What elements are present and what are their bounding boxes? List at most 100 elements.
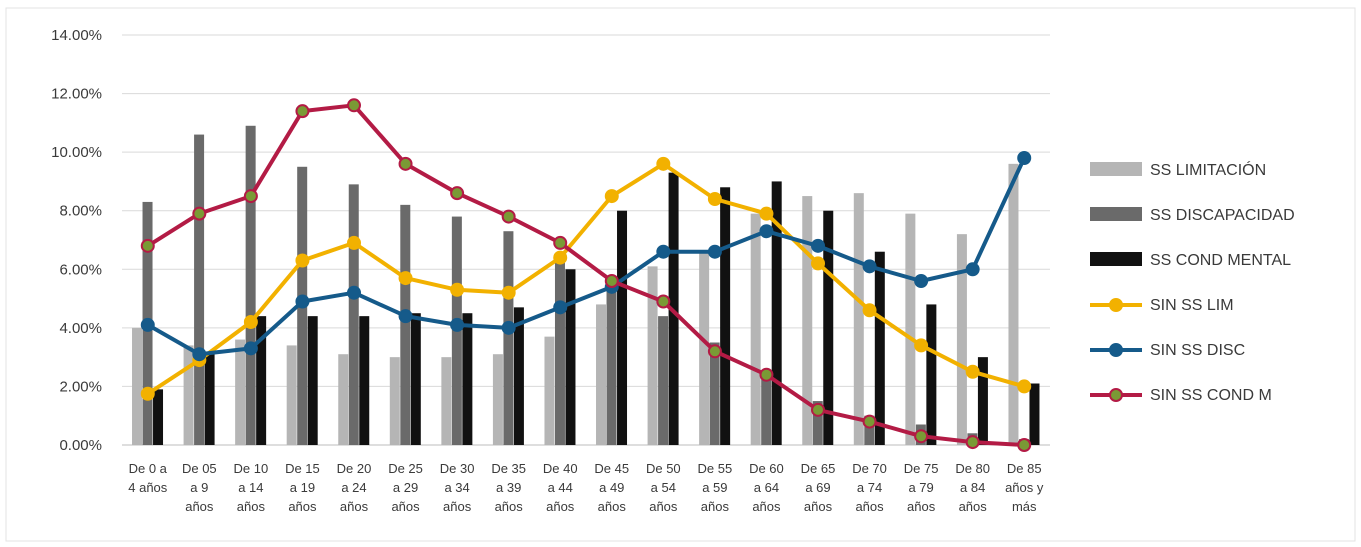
bar-ss-cond-mental-6 [462, 313, 473, 445]
x-category-line: De 0 a [129, 461, 168, 476]
point-sin-ss-disc-1 [192, 347, 207, 362]
legend-marker [1109, 298, 1123, 312]
x-category-line: a 59 [702, 480, 727, 495]
x-category-line: a 79 [908, 480, 933, 495]
point-sin-ss-cond-m-4 [347, 98, 361, 113]
y-tick-label: 12.00% [51, 86, 102, 103]
bar-ss-limitaci-n-15 [905, 213, 916, 445]
point-sin-ss-lim-3 [295, 253, 310, 268]
point-sin-ss-lim-12 [759, 206, 774, 221]
point-sin-ss-disc-8 [553, 300, 568, 315]
point-sin-ss-lim-15 [914, 338, 929, 353]
x-category-line: años [237, 499, 266, 514]
legend-label: SIN SS COND M [1150, 387, 1272, 404]
line-sin-ss-disc [145, 156, 1027, 357]
x-category-line: años y [1005, 480, 1044, 495]
legend-marker [1109, 343, 1123, 357]
bar-ss-cond-mental-5 [410, 313, 421, 445]
x-category-line: años [752, 499, 781, 514]
point-sin-ss-cond-m-15 [914, 429, 929, 444]
point-sin-ss-lim-11 [707, 192, 722, 206]
x-category-label: De 10 a 14 años [234, 461, 269, 514]
bar-ss-limitaci-n-8 [544, 336, 555, 445]
line-series [140, 98, 1032, 452]
x-category-line: a 54 [651, 480, 676, 495]
point-sin-ss-cond-m-3 [295, 104, 310, 119]
bar-ss-discapacidad-8 [554, 257, 565, 445]
x-category-line: años [340, 499, 369, 514]
x-category-line: años [443, 499, 472, 514]
point-sin-ss-lim-6 [450, 282, 465, 297]
point-sin-ss-lim-8 [553, 250, 568, 265]
y-tick-label: 0.00% [59, 437, 102, 454]
bar-ss-cond-mental-3 [307, 316, 318, 445]
point-sin-ss-cond-m-2 [243, 189, 258, 204]
x-category-label: De 45 a 49 años [594, 461, 629, 514]
bar-ss-limitaci-n-0 [132, 327, 143, 445]
y-tick-label: 8.00% [59, 203, 102, 220]
point-sin-ss-cond-m-7 [501, 209, 516, 224]
bar-ss-cond-mental-8 [565, 269, 576, 445]
bar-ss-limitaci-n-12 [750, 213, 761, 445]
x-category-line: De 35 [491, 461, 526, 476]
x-category-label: De 0 a 4 años [128, 461, 168, 495]
bar-ss-discapacidad-4 [348, 184, 359, 445]
x-category-label: De 55 a 59 años [698, 461, 733, 514]
point-sin-ss-disc-13 [811, 238, 825, 253]
legend: SS LIMITACIÓN SS DISCAPACIDAD SS COND MENT… [1090, 160, 1295, 404]
x-category-label: De 35 a 39 años [491, 461, 526, 514]
point-sin-ss-cond-m-16 [965, 435, 980, 450]
x-category-label: De 30 a 34 años [440, 461, 475, 514]
point-sin-ss-cond-m-14 [862, 414, 877, 429]
point-sin-ss-cond-m-6 [450, 186, 465, 201]
y-tick-label: 6.00% [59, 261, 102, 278]
x-category-line: a 74 [857, 480, 882, 495]
x-category-line: De 25 [388, 461, 423, 476]
point-sin-ss-disc-3 [295, 294, 310, 309]
point-sin-ss-cond-m-13 [811, 402, 825, 417]
bar-ss-discapacidad-12 [761, 374, 772, 445]
bar-ss-cond-mental-9 [617, 210, 628, 445]
bar-ss-cond-mental-7 [513, 307, 524, 445]
x-category-line: años [701, 499, 730, 514]
point-sin-ss-disc-12 [759, 224, 774, 239]
y-tick-label: 14.00% [51, 27, 102, 44]
x-category-line: a 39 [496, 480, 521, 495]
bar-ss-limitaci-n-5 [389, 357, 400, 445]
x-category-line: a 49 [599, 480, 624, 495]
x-category-line: 4 años [128, 480, 168, 495]
x-category-line: a 19 [290, 480, 315, 495]
point-sin-ss-lim-17 [1017, 379, 1032, 394]
chart-frame [5, 7, 1356, 542]
x-category-label: De 05 a 9 años [182, 461, 217, 514]
line-sin-ss-cond-m [145, 103, 1027, 447]
point-sin-ss-disc-7 [501, 320, 516, 335]
bar-ss-cond-mental-1 [204, 354, 215, 445]
x-category-line: años [546, 499, 575, 514]
bar-ss-cond-mental-0 [153, 389, 164, 445]
y-axis-ticks: 0.00% 2.00% 4.00% 6.00% 8.00% 10.00% 12.00% 14.… [51, 27, 102, 454]
point-sin-ss-lim-13 [811, 256, 825, 271]
bar-ss-cond-mental-12 [771, 181, 782, 445]
x-category-line: a 84 [960, 480, 985, 495]
line-sin-ss-lim [145, 161, 1027, 396]
x-category-line: años [495, 499, 524, 514]
bar-ss-limitaci-n-4 [338, 354, 349, 445]
bar-ss-discapacidad-14 [864, 415, 875, 445]
x-category-line: a 9 [190, 480, 208, 495]
bar-ss-cond-mental-17 [1029, 383, 1040, 445]
x-category-line: a 69 [805, 480, 830, 495]
x-category-line: años [185, 499, 214, 514]
point-sin-ss-cond-m-0 [140, 238, 155, 253]
point-sin-ss-cond-m-8 [553, 235, 568, 250]
bar-ss-cond-mental-4 [359, 316, 370, 445]
bar-ss-cond-mental-16 [977, 357, 988, 445]
legend-marker [1109, 388, 1123, 402]
bar-ss-limitaci-n-14 [853, 193, 864, 445]
x-category-line: De 30 [440, 461, 475, 476]
bar-ss-discapacidad-11 [709, 342, 720, 445]
bar-ss-limitaci-n-10 [647, 266, 658, 445]
x-category-line: años [855, 499, 884, 514]
